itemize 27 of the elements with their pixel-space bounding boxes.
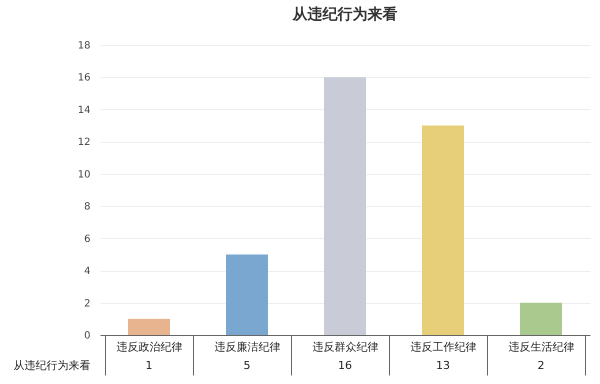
y-tick-label: 18: [78, 40, 90, 52]
data-label: 16: [338, 359, 352, 372]
y-tick-label: 12: [78, 137, 90, 148]
y-tick-label: 2: [84, 298, 90, 310]
data-label: 5: [244, 359, 250, 372]
bar: [226, 254, 268, 335]
x-tick-label: 违反廉洁纪律: [214, 340, 280, 354]
text: 从违纪行为来看: [14, 359, 90, 372]
bar: [128, 318, 170, 335]
bar: [422, 126, 464, 335]
x-tick-label: 违反政治纪律: [116, 340, 182, 354]
x-tick-label: 违反生活纪律: [508, 340, 574, 354]
y-tick-label: 10: [78, 169, 90, 180]
y-tick-label: 16: [78, 72, 90, 84]
y-tick-label: 6: [84, 234, 90, 245]
y-tick-label: 0: [84, 330, 90, 342]
y-tick-label: 8: [84, 202, 90, 213]
x-tick-label: 违反群众纪律: [312, 340, 378, 354]
bar: [324, 77, 366, 335]
data-label: 1: [146, 359, 152, 372]
x-tick-label: 违反工作纪律: [410, 340, 476, 354]
y-tick-label: 14: [78, 104, 90, 116]
bar: [520, 302, 562, 335]
data-label: 13: [436, 359, 450, 372]
chart-title: 从违纪行为来看: [292, 5, 398, 23]
data-label: 2: [538, 359, 544, 372]
y-tick-label: 4: [84, 266, 90, 278]
